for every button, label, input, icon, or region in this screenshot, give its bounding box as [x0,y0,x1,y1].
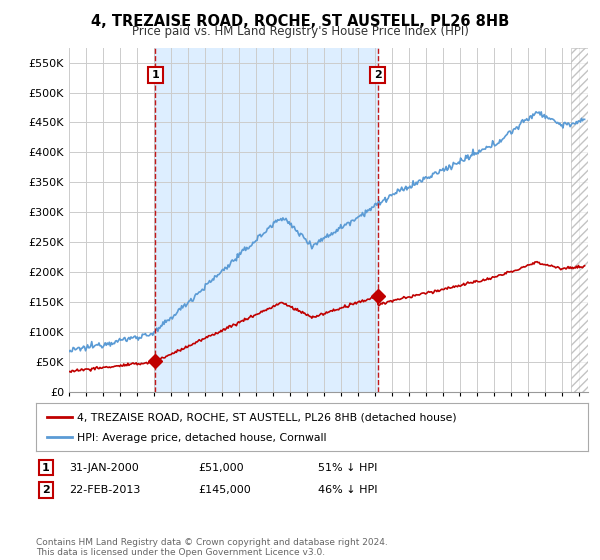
Text: 22-FEB-2013: 22-FEB-2013 [69,485,140,495]
Text: £145,000: £145,000 [198,485,251,495]
Text: £51,000: £51,000 [198,463,244,473]
Text: 51% ↓ HPI: 51% ↓ HPI [318,463,377,473]
Bar [155,48,377,392]
Text: 4, TREZAISE ROAD, ROCHE, ST AUSTELL, PL26 8HB (detached house): 4, TREZAISE ROAD, ROCHE, ST AUSTELL, PL2… [77,413,457,422]
Text: Price paid vs. HM Land Registry's House Price Index (HPI): Price paid vs. HM Land Registry's House … [131,25,469,38]
Text: Contains HM Land Registry data © Crown copyright and database right 2024.
This d: Contains HM Land Registry data © Crown c… [36,538,388,557]
Text: 2: 2 [374,70,382,80]
Text: 1: 1 [42,463,50,473]
Text: 31-JAN-2000: 31-JAN-2000 [69,463,139,473]
Text: HPI: Average price, detached house, Cornwall: HPI: Average price, detached house, Corn… [77,433,327,444]
Text: 46% ↓ HPI: 46% ↓ HPI [318,485,377,495]
Text: 2: 2 [42,485,50,495]
Text: 4, TREZAISE ROAD, ROCHE, ST AUSTELL, PL26 8HB: 4, TREZAISE ROAD, ROCHE, ST AUSTELL, PL2… [91,14,509,29]
Text: 1: 1 [152,70,160,80]
